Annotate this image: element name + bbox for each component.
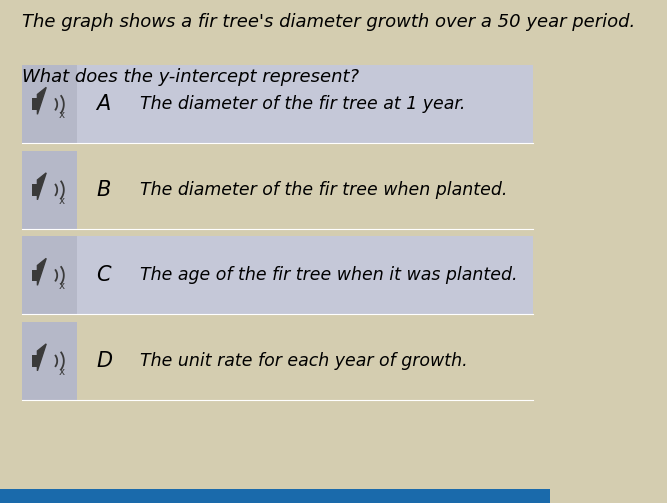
Bar: [32, 99, 37, 110]
Text: The diameter of the fir tree at 1 year.: The diameter of the fir tree at 1 year.: [140, 96, 466, 113]
Polygon shape: [37, 259, 46, 285]
Bar: [22, 65, 534, 143]
Text: B: B: [96, 180, 111, 200]
Bar: [22, 151, 77, 229]
Text: x: x: [59, 282, 65, 291]
Polygon shape: [37, 88, 46, 114]
Bar: [22, 322, 534, 400]
Text: C: C: [96, 266, 111, 285]
Text: What does the y-intercept represent?: What does the y-intercept represent?: [22, 68, 359, 86]
Text: The graph shows a fir tree's diameter growth over a 50 year period.: The graph shows a fir tree's diameter gr…: [22, 13, 635, 31]
Text: x: x: [59, 111, 65, 120]
Bar: [32, 184, 37, 196]
Bar: [32, 355, 37, 367]
Bar: [22, 236, 534, 314]
Bar: [32, 270, 37, 281]
Text: The unit rate for each year of growth.: The unit rate for each year of growth.: [140, 352, 468, 370]
Text: x: x: [59, 196, 65, 206]
Text: The age of the fir tree when it was planted.: The age of the fir tree when it was plan…: [140, 267, 518, 284]
Text: The diameter of the fir tree when planted.: The diameter of the fir tree when plante…: [140, 181, 508, 199]
Text: D: D: [96, 351, 112, 371]
Bar: [0, 489, 550, 503]
Polygon shape: [37, 344, 46, 371]
Text: x: x: [59, 367, 65, 377]
Bar: [22, 151, 534, 229]
Polygon shape: [37, 173, 46, 200]
Text: A: A: [96, 95, 111, 114]
Bar: [22, 322, 77, 400]
Bar: [22, 65, 77, 143]
Bar: [22, 236, 77, 314]
